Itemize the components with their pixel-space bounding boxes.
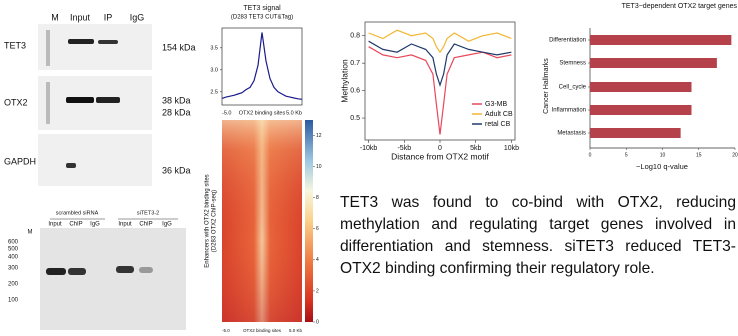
x-label: 5.0 Kb	[286, 110, 302, 116]
y-tick-label: 2.5	[210, 89, 218, 95]
data-line	[222, 32, 302, 99]
colorbar-label: 12	[316, 133, 322, 139]
size-label: 28 kDa	[162, 107, 191, 117]
colorbar-label: 6	[316, 226, 319, 232]
lane-label: IgG	[90, 222, 100, 228]
size-label: 36 kDa	[162, 165, 191, 175]
legend-label: retal CB	[485, 121, 511, 128]
x-label: OTX2 binding sites	[239, 110, 286, 116]
category-label: Inflammation	[552, 108, 586, 114]
x-tick-label: -10kb	[360, 145, 378, 152]
lane-label: Input	[70, 12, 91, 22]
ladder-label: 500	[8, 247, 19, 253]
bar	[590, 58, 717, 68]
gel-band	[139, 267, 153, 273]
data-line	[369, 41, 512, 85]
page: M Input IP IgG TET3 OTX2 GAPDH 154 kDa 38 kDa 28 …	[0, 0, 738, 336]
blot-marker	[46, 30, 50, 66]
ladder-label: 300	[8, 266, 19, 272]
blot-band	[98, 40, 118, 44]
bar	[590, 35, 731, 45]
x-tick-label: 20	[732, 152, 738, 158]
profile-subtitle: (D283 TET3 CUT&Tag)	[231, 15, 293, 21]
legend-label: Adult CB	[485, 111, 513, 118]
y-axis-label: Cancer Hallmarks	[543, 58, 550, 114]
lane-label: IP	[104, 12, 113, 22]
profile-title: TET3 signal	[243, 5, 281, 12]
y-axis-label: Methylation	[339, 59, 349, 103]
protein-label: GAPDH	[4, 156, 36, 166]
colorbar-label: 2	[316, 288, 319, 294]
category-label: Cell_cycle	[559, 85, 587, 91]
marker-label: M	[28, 230, 33, 236]
x-label: -5.0	[222, 110, 231, 116]
bar	[590, 128, 681, 138]
y-tick-label: 0.6	[350, 87, 360, 94]
heatmap-ylabel: Enhancers with OTX2 binding sites	[205, 174, 211, 267]
lane-label: IgG	[130, 12, 145, 22]
lane-label: M	[51, 12, 59, 22]
colorbar	[305, 120, 313, 322]
x-tick-label: 5	[625, 152, 628, 158]
lane-label: ChIP	[69, 222, 82, 228]
blot-marker	[46, 82, 50, 124]
category-label: Stemness	[559, 61, 586, 67]
y-tick-label: 0.7	[350, 60, 360, 67]
group-label: scrambled siRNA	[56, 210, 99, 216]
category-label: Metastasis	[557, 131, 586, 137]
y-tick-label: 0.8	[350, 33, 360, 40]
size-label: 38 kDa	[162, 95, 191, 105]
blot-band	[66, 97, 94, 103]
x-axis-label: Distance from OTX2 motif	[391, 151, 489, 161]
lane-label: Input	[48, 222, 62, 228]
lane-label: ChIP	[139, 222, 152, 228]
legend-label: G3-MB	[485, 101, 508, 108]
blot-panel	[38, 134, 152, 186]
category-label: Differentiation	[549, 38, 586, 44]
colorbar-label: 10	[316, 164, 322, 170]
blot-band	[66, 163, 76, 168]
blot-band	[96, 97, 120, 103]
lane-label: Input	[118, 222, 132, 228]
y-tick-label: 0.5	[350, 115, 360, 122]
ladder-label: 400	[8, 255, 19, 261]
data-line	[369, 30, 512, 52]
blot-panel	[38, 76, 152, 130]
summary-text: TET3 was found to co-bind with OTX2, red…	[340, 192, 736, 280]
gel-band	[116, 266, 134, 273]
protein-label: TET3	[4, 40, 26, 50]
colorbar-label: 4	[316, 257, 319, 263]
x-tick-label: 0	[589, 152, 592, 158]
y-tick-label: 3.5	[210, 45, 218, 51]
gel	[40, 228, 186, 330]
chart-title: TET3−dependent OTX2 target genes	[622, 3, 738, 10]
x-tick-label: 15	[696, 152, 702, 158]
heatmap-shade	[222, 120, 302, 322]
bar	[590, 82, 692, 92]
ladder-label: 100	[8, 298, 19, 304]
size-label: 154 kDa	[162, 42, 196, 52]
profile-frame	[222, 28, 302, 105]
colorbar-label: 0	[316, 319, 319, 325]
x-label: 5.0 Kb	[289, 328, 303, 333]
gel-band	[68, 268, 86, 275]
x-label: OTX2 binding sites	[243, 328, 282, 333]
gel-band	[46, 268, 66, 275]
x-tick-label: 10	[660, 152, 666, 158]
y-tick-label: 3.0	[210, 67, 218, 73]
ladder-label: 200	[8, 282, 19, 288]
heatmap-ylabel: (D283 OTX2 ChIP-seq)	[212, 190, 218, 252]
figure: M Input IP IgG TET3 OTX2 GAPDH 154 kDa 38 kDa 28 …	[0, 0, 738, 336]
lane-label: IgG	[162, 222, 172, 228]
blot-band	[68, 39, 94, 44]
protein-label: OTX2	[4, 97, 28, 107]
bar	[590, 105, 692, 115]
group-label: siTET3-2	[137, 210, 159, 216]
colorbar-label: 8	[316, 195, 319, 201]
ladder-label: 600	[8, 240, 19, 246]
blot-panel	[38, 24, 152, 70]
x-label: -5.0	[222, 328, 230, 333]
x-axis-label: −Log10 q-value	[636, 162, 688, 171]
x-tick-label: 10kb	[504, 145, 519, 152]
